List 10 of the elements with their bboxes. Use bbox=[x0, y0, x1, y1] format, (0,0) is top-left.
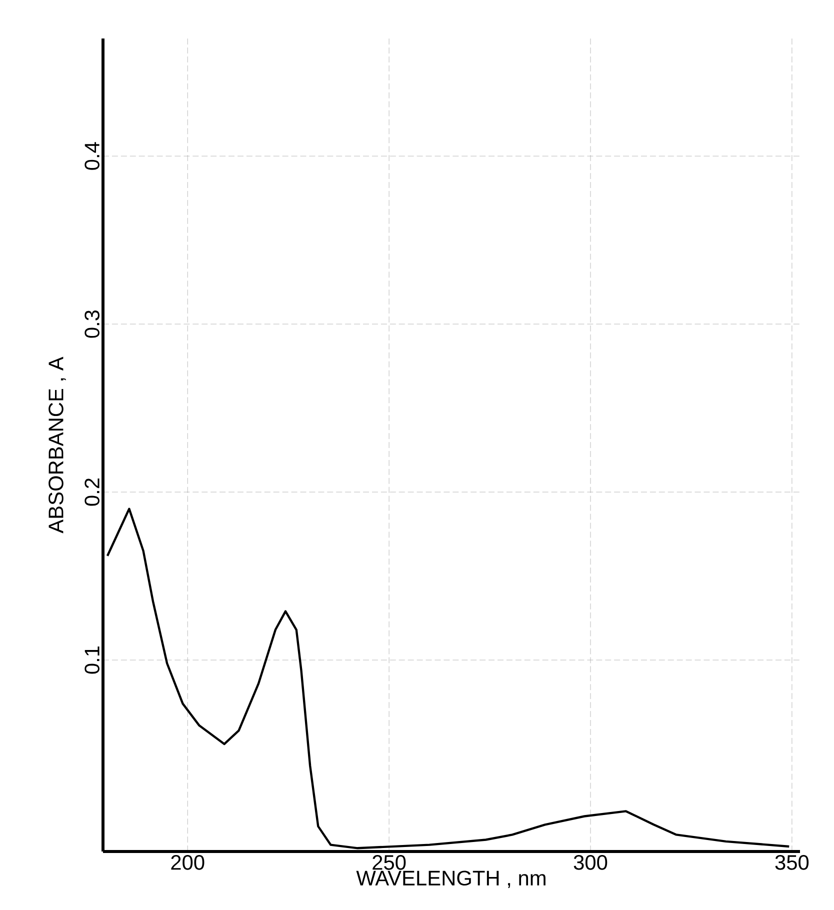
y-tick-label: 0.2 bbox=[84, 478, 100, 506]
x-tick-label: 250 bbox=[372, 855, 406, 870]
y-axis-title: ABSORBANCE , A bbox=[48, 356, 66, 534]
x-tick-label: 300 bbox=[574, 855, 608, 870]
x-tick-label: 200 bbox=[171, 855, 204, 870]
x-tick-label: 350 bbox=[775, 855, 809, 870]
x-axis-title: WAVELENGTH , nm bbox=[356, 870, 546, 888]
y-tick-label: 0.3 bbox=[84, 310, 100, 338]
y-tick-label: 0.4 bbox=[84, 142, 100, 170]
y-tick-label: 0.1 bbox=[84, 646, 100, 674]
